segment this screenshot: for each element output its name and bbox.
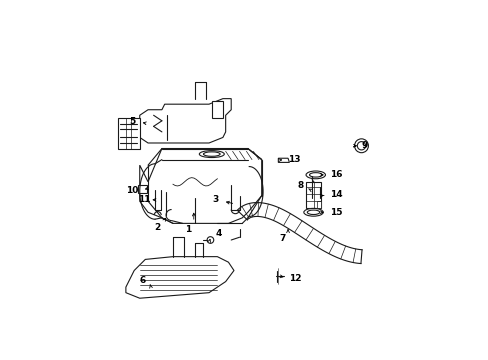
Polygon shape — [117, 118, 140, 149]
Ellipse shape — [309, 173, 321, 177]
Text: 14: 14 — [329, 190, 342, 199]
Text: 8: 8 — [296, 181, 303, 190]
Polygon shape — [140, 99, 231, 143]
FancyBboxPatch shape — [305, 182, 321, 208]
Text: 15: 15 — [329, 208, 342, 217]
Ellipse shape — [305, 171, 325, 179]
Polygon shape — [138, 185, 146, 193]
Text: 5: 5 — [129, 117, 135, 126]
Text: 6: 6 — [139, 276, 145, 285]
Circle shape — [354, 139, 367, 153]
Text: 13: 13 — [287, 154, 300, 163]
Ellipse shape — [306, 210, 319, 215]
Ellipse shape — [303, 208, 323, 216]
Text: 4: 4 — [215, 229, 221, 238]
Text: 7: 7 — [279, 234, 285, 243]
Polygon shape — [211, 102, 223, 118]
Text: 3: 3 — [212, 195, 218, 204]
Text: 16: 16 — [329, 170, 342, 179]
Text: 1: 1 — [184, 225, 191, 234]
Text: 2: 2 — [154, 223, 160, 233]
Polygon shape — [316, 201, 321, 208]
Polygon shape — [278, 158, 289, 162]
Polygon shape — [140, 149, 261, 223]
Text: 9: 9 — [361, 141, 367, 150]
Polygon shape — [125, 257, 233, 298]
Text: 11: 11 — [138, 195, 150, 204]
Text: 10: 10 — [126, 186, 138, 195]
Text: 12: 12 — [289, 274, 301, 283]
Polygon shape — [162, 149, 261, 159]
